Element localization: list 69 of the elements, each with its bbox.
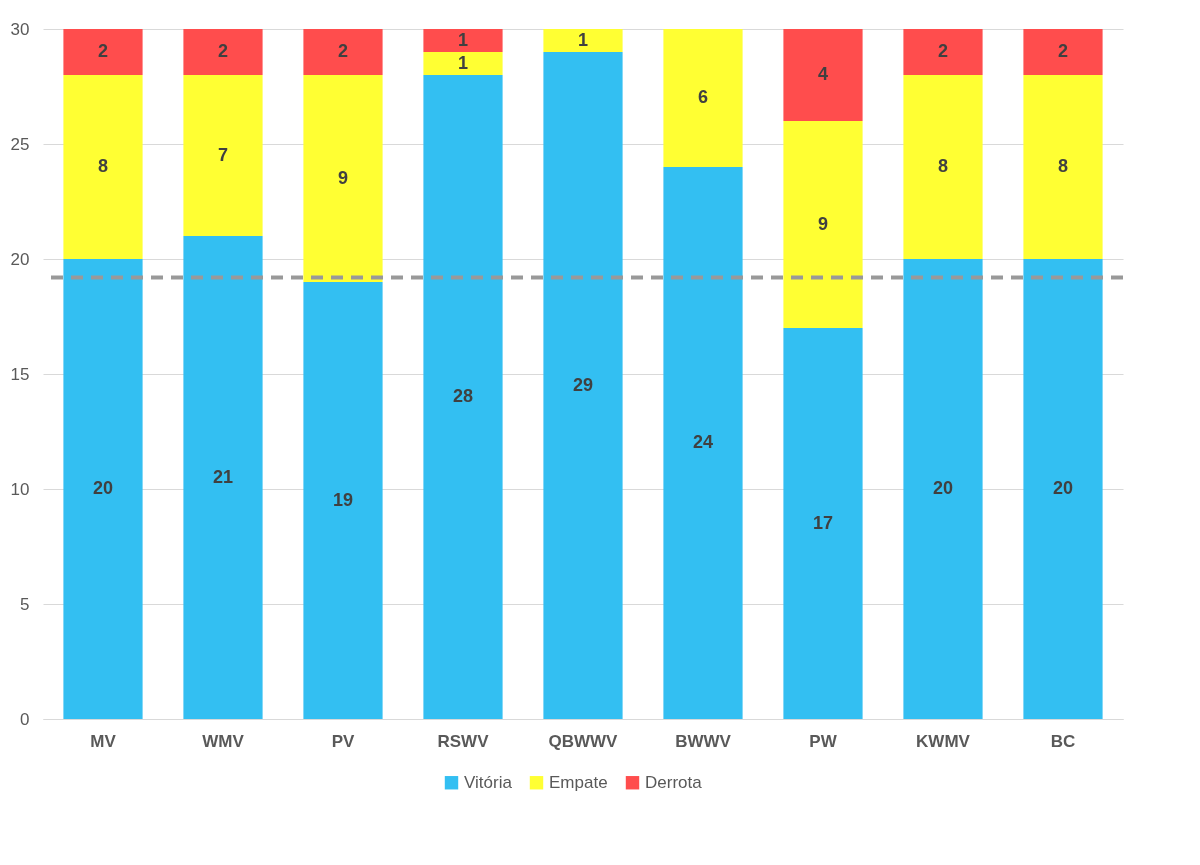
y-tick-label: 30 bbox=[10, 19, 30, 39]
bar bbox=[543, 29, 623, 52]
data-label: 2 bbox=[337, 41, 349, 61]
x-tick-label: PV bbox=[331, 731, 355, 751]
y-tick-label: 20 bbox=[10, 249, 30, 269]
bar bbox=[543, 52, 623, 719]
y-tick-label: 10 bbox=[10, 479, 30, 499]
bar bbox=[423, 75, 503, 719]
data-label: 21 bbox=[212, 466, 234, 487]
x-tick-label: MV bbox=[90, 731, 117, 751]
bar bbox=[903, 75, 983, 259]
bar bbox=[903, 259, 983, 719]
bar bbox=[663, 167, 743, 719]
data-label: 28 bbox=[452, 386, 474, 406]
x-tick-label: KWMV bbox=[916, 731, 971, 751]
x-tick-label: RSWV bbox=[437, 731, 490, 751]
x-tick-label: BWWV bbox=[675, 731, 732, 751]
bar bbox=[303, 29, 383, 75]
bar bbox=[783, 328, 863, 719]
data-label: 6 bbox=[697, 87, 709, 107]
data-label: 1 bbox=[457, 52, 469, 73]
legend-label: Vitória bbox=[464, 772, 513, 792]
data-label: 17 bbox=[812, 512, 834, 533]
bar bbox=[423, 29, 503, 52]
data-label: 2 bbox=[217, 41, 229, 61]
bar bbox=[303, 282, 383, 719]
bar bbox=[1023, 75, 1103, 259]
bar bbox=[183, 29, 263, 75]
bar bbox=[63, 259, 143, 719]
data-label: 4 bbox=[817, 64, 829, 84]
data-label: 20 bbox=[932, 478, 954, 498]
bar bbox=[903, 29, 983, 75]
legend-label: Derrota bbox=[645, 772, 703, 792]
y-tick-label: 15 bbox=[10, 364, 30, 384]
bar bbox=[783, 121, 863, 328]
data-label: 7 bbox=[217, 144, 229, 165]
bar bbox=[783, 29, 863, 121]
data-label: 2 bbox=[1057, 41, 1069, 61]
data-label: 20 bbox=[1052, 478, 1074, 498]
data-label: 1 bbox=[577, 29, 589, 50]
x-tick-label: QBWWV bbox=[548, 731, 619, 751]
bar bbox=[63, 75, 143, 259]
data-label: 8 bbox=[937, 156, 949, 176]
y-tick-label: 25 bbox=[10, 134, 30, 154]
bar bbox=[423, 52, 503, 75]
data-label: 20 bbox=[92, 478, 114, 498]
y-tick-label: 0 bbox=[20, 709, 30, 729]
y-tick-label: 5 bbox=[20, 594, 30, 614]
x-tick-label: BC bbox=[1050, 731, 1076, 751]
bar bbox=[663, 29, 743, 167]
data-label: 9 bbox=[337, 167, 349, 188]
bar bbox=[183, 75, 263, 236]
data-label: 9 bbox=[817, 213, 829, 234]
data-label: 2 bbox=[937, 41, 949, 61]
bar bbox=[183, 236, 263, 719]
data-label: 2 bbox=[97, 41, 109, 61]
bar bbox=[1023, 259, 1103, 719]
legend-label: Empate bbox=[549, 772, 608, 792]
x-tick-label: PW bbox=[809, 731, 838, 751]
bar bbox=[303, 75, 383, 282]
data-label: 8 bbox=[1057, 156, 1069, 176]
x-tick-label: WMV bbox=[202, 731, 245, 751]
data-label: 8 bbox=[97, 156, 109, 176]
bar bbox=[63, 29, 143, 75]
data-label: 1 bbox=[457, 29, 469, 50]
bar bbox=[1023, 29, 1103, 75]
data-label: 19 bbox=[332, 489, 354, 510]
data-label: 24 bbox=[692, 432, 714, 452]
data-label: 29 bbox=[572, 374, 594, 395]
